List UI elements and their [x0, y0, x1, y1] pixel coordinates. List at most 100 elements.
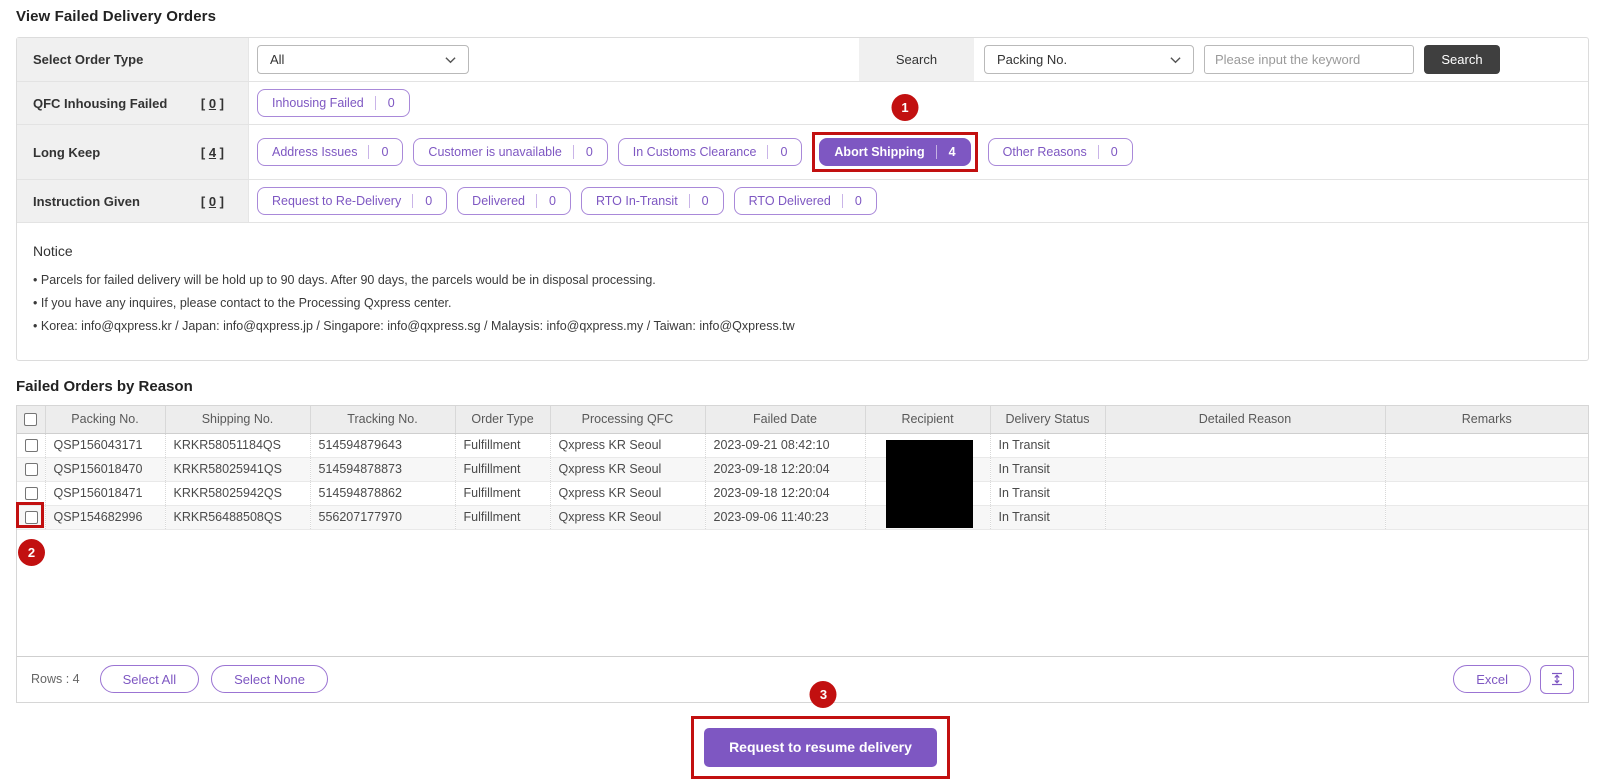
chip-count: 0	[688, 194, 723, 208]
chip-label: Customer is unavailable	[428, 145, 562, 159]
cell-tracking-no: 514594879643	[310, 433, 456, 458]
cell-processing-qfc: Qxpress KR Seoul	[550, 481, 706, 506]
search-field-selected-value: Packing No.	[997, 52, 1068, 67]
row-checkbox[interactable]	[25, 511, 38, 525]
cell-order-type: Fulfillment	[455, 505, 551, 530]
cell-delivery-status: In Transit	[990, 457, 1106, 482]
cell-delivery-status: In Transit	[990, 433, 1106, 458]
search-label: Search	[895, 52, 938, 67]
chip-count: 0	[841, 194, 876, 208]
rows-count-label: Rows : 4	[31, 672, 80, 686]
annotation-step-2-badge: 2	[18, 539, 45, 566]
cell-tracking-no: 556207177970	[310, 505, 456, 530]
chip-count: 4	[935, 145, 970, 159]
col-header-remarks: Remarks	[1385, 406, 1588, 434]
filter-chip-delivered[interactable]: Delivered 0	[457, 187, 571, 215]
qfc-row-content: Inhousing Failed 0	[249, 82, 1588, 124]
filter-chip-request-redelivery[interactable]: Request to Re-Delivery 0	[257, 187, 448, 215]
col-header-shipping-no: Shipping No.	[165, 406, 311, 434]
chevron-down-icon	[445, 56, 456, 64]
cell-order-type: Fulfillment	[455, 481, 551, 506]
select-none-button[interactable]: Select None	[211, 665, 328, 693]
filter-chip-inhousing-failed[interactable]: Inhousing Failed 0	[257, 89, 410, 117]
order-type-selected-value: All	[270, 52, 285, 67]
cell-failed-date: 2023-09-18 12:20:04	[705, 481, 866, 506]
row-checkbox[interactable]	[25, 463, 38, 477]
notice-line: Korea: info@qxpress.kr / Japan: info@qxp…	[33, 315, 1572, 338]
filter-row-qfc-inhousing: QFC Inhousing Failed 0 Inhousing Failed …	[17, 82, 1588, 125]
failed-orders-table-container: Packing No. Shipping No. Tracking No. Or…	[16, 405, 1589, 703]
cell-delivery-status: In Transit	[990, 505, 1106, 530]
table-row: QSP156018471 KRKR58025942QS 514594878862…	[17, 481, 1588, 506]
row-height-toggle-button[interactable]	[1540, 664, 1574, 694]
cell-tracking-no: 514594878862	[310, 481, 456, 506]
search-button[interactable]: Search	[1424, 45, 1500, 74]
filter-chip-other-reasons[interactable]: Other Reasons 0	[987, 138, 1133, 166]
chip-label: In Customs Clearance	[632, 145, 757, 159]
cell-detailed-reason	[1105, 481, 1386, 506]
long-keep-row-label: Long Keep 4	[17, 125, 249, 179]
table-header-row: Packing No. Shipping No. Tracking No. Or…	[17, 406, 1588, 434]
chip-count: 0	[535, 194, 570, 208]
annotation-step-3-badge: 3	[809, 680, 837, 708]
filter-chip-customer-unavailable[interactable]: Customer is unavailable 0	[413, 138, 608, 166]
annotation-box-3: Request to resume delivery	[691, 715, 950, 779]
abort-shipping-annotated: 1 Abort Shipping 4	[812, 94, 978, 172]
cell-shipping-no: KRKR58025942QS	[165, 481, 311, 506]
cell-detailed-reason	[1105, 457, 1386, 482]
col-header-tracking-no: Tracking No.	[310, 406, 456, 434]
col-header-delivery-status: Delivery Status	[990, 406, 1106, 434]
cell-order-type: Fulfillment	[455, 433, 551, 458]
filter-row-long-keep: Long Keep 4 Address Issues 0 Customer is…	[17, 94, 1588, 180]
cell-packing-no: QSP156043171	[45, 433, 166, 458]
order-type-row-label: Select Order Type	[17, 38, 249, 81]
chip-label: Address Issues	[272, 145, 358, 159]
header-checkbox-cell	[17, 406, 46, 434]
row-checkbox[interactable]	[25, 439, 38, 453]
failed-orders-table: Packing No. Shipping No. Tracking No. Or…	[17, 406, 1588, 530]
chip-label: RTO In-Transit	[595, 194, 678, 208]
select-all-button[interactable]: Select All	[99, 665, 200, 693]
notice-line: Parcels for failed delivery will be hold…	[33, 269, 1572, 292]
instruction-count[interactable]: 0	[201, 194, 224, 209]
table-row: QSP156043171 KRKR58051184QS 514594879643…	[17, 433, 1588, 458]
table-footer: Rows : 4 Select All Select None Excel	[17, 655, 1588, 702]
notice-line: If you have any inquires, please contact…	[33, 292, 1572, 315]
instruction-label: Instruction Given	[33, 193, 140, 209]
notice-title: Notice	[33, 243, 73, 259]
chip-label: Abort Shipping	[834, 145, 925, 159]
chip-count: 0	[1097, 145, 1132, 159]
chip-count: 0	[368, 145, 402, 159]
cell-failed-date: 2023-09-21 08:42:10	[705, 433, 866, 458]
filter-chip-rto-in-transit[interactable]: RTO In-Transit 0	[580, 187, 724, 215]
cell-detailed-reason	[1105, 505, 1386, 530]
annotation-box-1: Abort Shipping 4	[812, 132, 978, 172]
filter-chip-rto-delivered[interactable]: RTO Delivered 0	[733, 187, 877, 215]
order-type-row-content: All Search Packing No.	[249, 38, 1588, 81]
chevron-down-icon	[1170, 56, 1181, 64]
row-checkbox[interactable]	[25, 487, 38, 501]
filter-row-instruction-given: Instruction Given 0 Request to Re-Delive…	[17, 180, 1588, 223]
cell-packing-no: QSP154682996	[45, 505, 166, 530]
qfc-count[interactable]: 0	[201, 96, 224, 111]
cell-detailed-reason	[1105, 433, 1386, 458]
col-header-failed-date: Failed Date	[705, 406, 866, 434]
filter-chip-address-issues[interactable]: Address Issues 0	[257, 138, 404, 166]
filter-chip-in-customs-clearance[interactable]: In Customs Clearance 0	[617, 138, 803, 166]
cell-shipping-no: KRKR58051184QS	[165, 433, 311, 458]
long-keep-count[interactable]: 4	[201, 145, 224, 160]
filter-chip-abort-shipping[interactable]: Abort Shipping 4	[819, 138, 971, 166]
order-type-select[interactable]: All	[257, 45, 469, 74]
chip-label: Request to Re-Delivery	[272, 194, 402, 208]
search-keyword-input[interactable]	[1204, 45, 1414, 74]
select-all-checkbox[interactable]	[24, 413, 38, 427]
search-field-select[interactable]: Packing No.	[984, 45, 1194, 74]
excel-export-button[interactable]: Excel	[1453, 665, 1531, 693]
page-title: View Failed Delivery Orders	[16, 8, 217, 25]
cell-packing-no: QSP156018471	[45, 481, 166, 506]
search-label-cell: Search	[859, 38, 974, 81]
request-resume-delivery-button[interactable]: Request to resume delivery	[704, 727, 937, 767]
chip-label: Other Reasons	[1002, 145, 1087, 159]
annotation-step-1-badge: 1	[891, 94, 919, 121]
